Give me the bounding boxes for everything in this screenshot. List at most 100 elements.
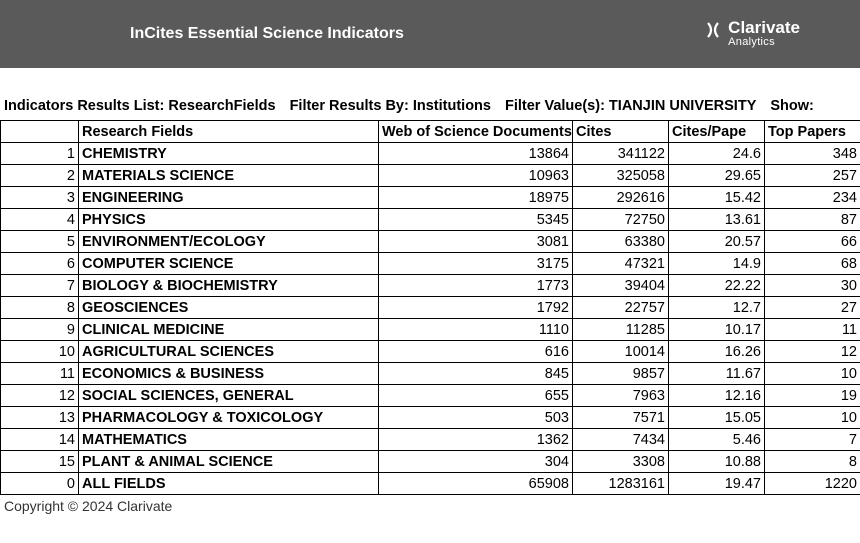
cell-toppapers: 68: [765, 253, 860, 275]
table-row: 2MATERIALS SCIENCE1096332505829.65257: [1, 165, 860, 187]
clarivate-icon: [704, 21, 722, 42]
cell-index: 7: [1, 275, 79, 297]
cell-docs: 1362: [379, 429, 573, 451]
cell-toppapers: 10: [765, 407, 860, 429]
cell-citespaper: 12.7: [669, 297, 765, 319]
cell-field: PLANT & ANIMAL SCIENCE: [79, 451, 379, 473]
cell-toppapers: 8: [765, 451, 860, 473]
cell-index: 0: [1, 473, 79, 495]
results-table: Research Fields Web of Science Documents…: [0, 120, 860, 495]
cell-docs: 304: [379, 451, 573, 473]
logo-main-text: Clarivate: [728, 19, 800, 37]
cell-cites: 325058: [573, 165, 669, 187]
cell-toppapers: 10: [765, 363, 860, 385]
table-row: 15PLANT & ANIMAL SCIENCE304330810.888: [1, 451, 860, 473]
cell-citespaper: 15.05: [669, 407, 765, 429]
cell-toppapers: 234: [765, 187, 860, 209]
col-header-index: [1, 121, 79, 143]
cell-field: ALL FIELDS: [79, 473, 379, 495]
cell-index: 2: [1, 165, 79, 187]
table-row: 4PHYSICS53457275013.6187: [1, 209, 860, 231]
cell-docs: 503: [379, 407, 573, 429]
table-row: 12SOCIAL SCIENCES, GENERAL655796312.1619: [1, 385, 860, 407]
cell-citespaper: 13.61: [669, 209, 765, 231]
cell-docs: 655: [379, 385, 573, 407]
cell-index: 1: [1, 143, 79, 165]
cell-index: 8: [1, 297, 79, 319]
cell-field: MATERIALS SCIENCE: [79, 165, 379, 187]
cell-index: 3: [1, 187, 79, 209]
cell-cites: 7571: [573, 407, 669, 429]
filter-line: Indicators Results List: ResearchFields …: [0, 96, 860, 120]
cell-toppapers: 7: [765, 429, 860, 451]
cell-toppapers: 11: [765, 319, 860, 341]
table-row: 6COMPUTER SCIENCE31754732114.968: [1, 253, 860, 275]
cell-toppapers: 1220: [765, 473, 860, 495]
table-header-row: Research Fields Web of Science Documents…: [1, 121, 860, 143]
cell-index: 4: [1, 209, 79, 231]
cell-toppapers: 348: [765, 143, 860, 165]
table-row: 14MATHEMATICS136274345.467: [1, 429, 860, 451]
cell-citespaper: 14.9: [669, 253, 765, 275]
table-row: 8GEOSCIENCES17922275712.727: [1, 297, 860, 319]
cell-index: 13: [1, 407, 79, 429]
logo-sub-text: Analytics: [728, 37, 800, 49]
cell-index: 14: [1, 429, 79, 451]
cell-field: ENVIRONMENT/ECOLOGY: [79, 231, 379, 253]
cell-field: MATHEMATICS: [79, 429, 379, 451]
cell-citespaper: 11.67: [669, 363, 765, 385]
table-row: 10AGRICULTURAL SCIENCES6161001416.2612: [1, 341, 860, 363]
cell-docs: 5345: [379, 209, 573, 231]
cell-index: 15: [1, 451, 79, 473]
cell-docs: 616: [379, 341, 573, 363]
cell-toppapers: 30: [765, 275, 860, 297]
cell-field: PHARMACOLOGY & TOXICOLOGY: [79, 407, 379, 429]
cell-citespaper: 19.47: [669, 473, 765, 495]
cell-cites: 7434: [573, 429, 669, 451]
cell-docs: 1773: [379, 275, 573, 297]
cell-citespaper: 29.65: [669, 165, 765, 187]
col-header-citespaper: Cites/Pape: [669, 121, 765, 143]
cell-cites: 39404: [573, 275, 669, 297]
cell-field: SOCIAL SCIENCES, GENERAL: [79, 385, 379, 407]
cell-index: 9: [1, 319, 79, 341]
cell-cites: 292616: [573, 187, 669, 209]
cell-cites: 341122: [573, 143, 669, 165]
table-row: 1CHEMISTRY1386434112224.6348: [1, 143, 860, 165]
cell-docs: 65908: [379, 473, 573, 495]
cell-citespaper: 24.6: [669, 143, 765, 165]
cell-index: 12: [1, 385, 79, 407]
cell-toppapers: 12: [765, 341, 860, 363]
cell-citespaper: 12.16: [669, 385, 765, 407]
cell-index: 5: [1, 231, 79, 253]
clarivate-logo: Clarivate Analytics: [704, 19, 800, 48]
cell-docs: 845: [379, 363, 573, 385]
cell-field: CLINICAL MEDICINE: [79, 319, 379, 341]
cell-cites: 7963: [573, 385, 669, 407]
cell-cites: 10014: [573, 341, 669, 363]
cell-toppapers: 87: [765, 209, 860, 231]
filter-show: Show:: [770, 98, 814, 114]
cell-citespaper: 15.42: [669, 187, 765, 209]
cell-toppapers: 257: [765, 165, 860, 187]
filter-values: Filter Value(s): TIANJIN UNIVERSITY: [505, 98, 756, 114]
cell-citespaper: 22.22: [669, 275, 765, 297]
cell-docs: 13864: [379, 143, 573, 165]
cell-docs: 3081: [379, 231, 573, 253]
cell-docs: 1792: [379, 297, 573, 319]
cell-field: BIOLOGY & BIOCHEMISTRY: [79, 275, 379, 297]
cell-field: COMPUTER SCIENCE: [79, 253, 379, 275]
cell-index: 6: [1, 253, 79, 275]
cell-docs: 1110: [379, 319, 573, 341]
cell-field: ECONOMICS & BUSINESS: [79, 363, 379, 385]
cell-field: GEOSCIENCES: [79, 297, 379, 319]
cell-field: PHYSICS: [79, 209, 379, 231]
cell-citespaper: 10.17: [669, 319, 765, 341]
col-header-cites: Cites: [573, 121, 669, 143]
cell-docs: 3175: [379, 253, 573, 275]
filter-results-list: Indicators Results List: ResearchFields: [4, 98, 276, 114]
cell-cites: 47321: [573, 253, 669, 275]
cell-index: 10: [1, 341, 79, 363]
cell-citespaper: 20.57: [669, 231, 765, 253]
cell-toppapers: 66: [765, 231, 860, 253]
